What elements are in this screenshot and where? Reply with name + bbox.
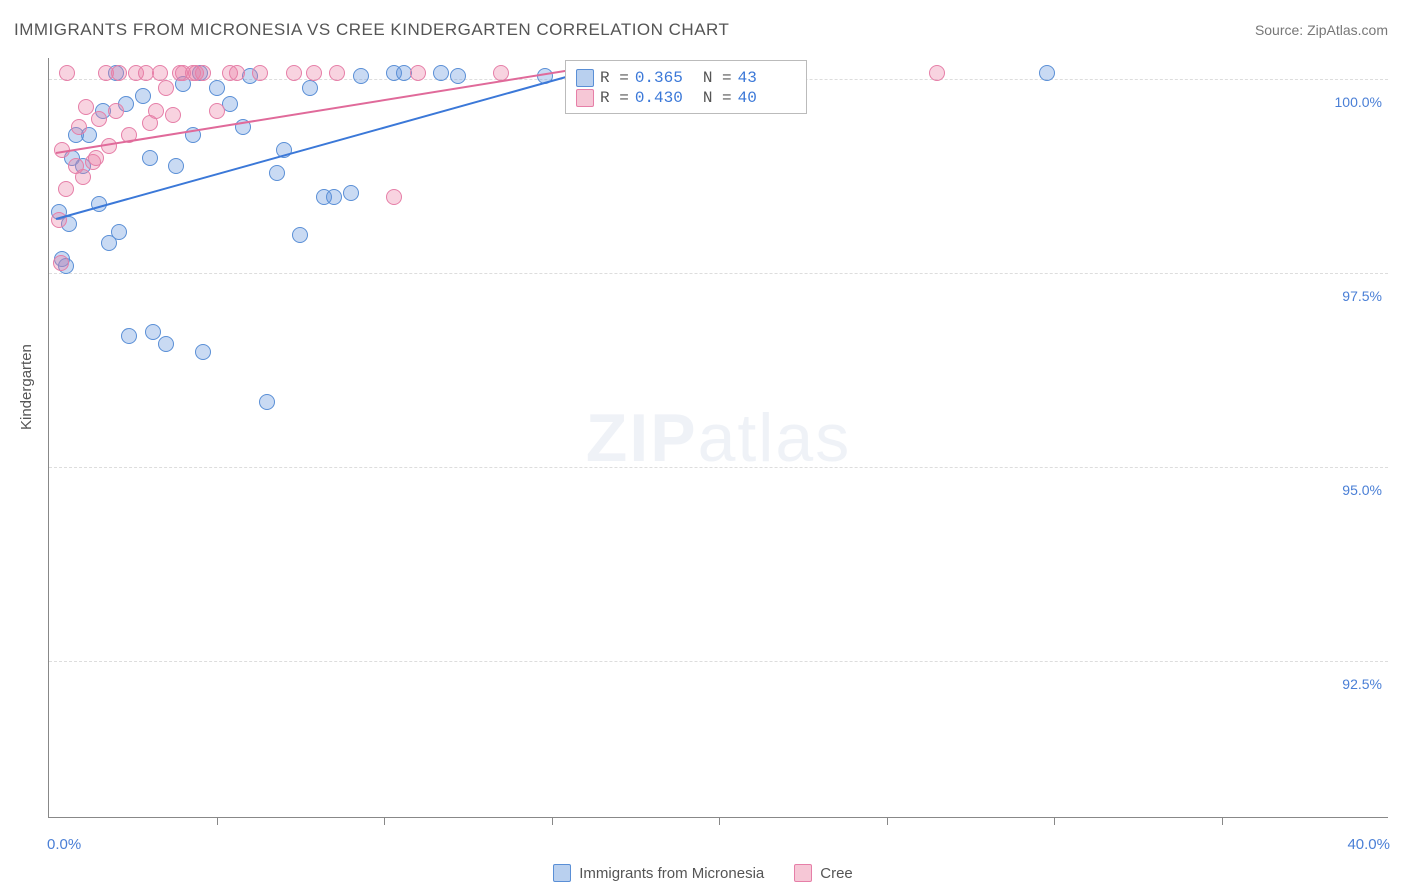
- legend-label-b: Cree: [820, 865, 853, 882]
- legend-swatch-a: [553, 864, 571, 882]
- scatter-point-a: [168, 158, 184, 174]
- legend-swatch-b: [794, 864, 812, 882]
- scatter-point-a: [433, 65, 449, 81]
- scatter-point-a: [121, 328, 137, 344]
- stats-r-prefix: R =: [600, 69, 629, 87]
- chart-title: IMMIGRANTS FROM MICRONESIA VS CREE KINDE…: [14, 20, 729, 40]
- scatter-point-a: [259, 394, 275, 410]
- scatter-point-b: [51, 212, 67, 228]
- x-label-min: 0.0%: [47, 836, 81, 853]
- x-tick: [887, 817, 888, 825]
- scatter-point-a: [135, 88, 151, 104]
- scatter-point-b: [286, 65, 302, 81]
- scatter-point-b: [209, 103, 225, 119]
- scatter-point-b: [195, 65, 211, 81]
- scatter-point-a: [145, 324, 161, 340]
- scatter-point-a: [353, 68, 369, 84]
- scatter-point-a: [1039, 65, 1055, 81]
- legend-item-series-a: Immigrants from Micronesia: [553, 864, 764, 882]
- scatter-point-a: [326, 189, 342, 205]
- watermark-atlas: atlas: [698, 400, 852, 476]
- scatter-point-a: [209, 80, 225, 96]
- stats-swatch-a: [576, 69, 594, 87]
- stats-r-prefix: R =: [600, 89, 629, 107]
- stats-box: R = 0.365 N = 43 R = 0.430 N = 40: [565, 60, 807, 114]
- scatter-point-b: [88, 150, 104, 166]
- x-label-max: 40.0%: [1347, 836, 1390, 853]
- y-tick-label: 92.5%: [1334, 676, 1382, 692]
- y-tick-label: 100.0%: [1327, 94, 1382, 110]
- x-tick: [552, 817, 553, 825]
- legend-item-series-b: Cree: [794, 864, 853, 882]
- scatter-point-a: [343, 185, 359, 201]
- scatter-point-b: [53, 255, 69, 271]
- x-tick: [384, 817, 385, 825]
- gridline-h: [49, 273, 1388, 274]
- x-tick: [719, 817, 720, 825]
- scatter-point-b: [386, 189, 402, 205]
- scatter-point-b: [59, 65, 75, 81]
- scatter-point-a: [195, 344, 211, 360]
- y-tick-label: 95.0%: [1334, 482, 1382, 498]
- stats-n-prefix: N =: [703, 89, 732, 107]
- y-axis-title: Kindergarten: [18, 344, 35, 430]
- scatter-point-b: [111, 65, 127, 81]
- scatter-point-b: [165, 107, 181, 123]
- scatter-point-b: [152, 65, 168, 81]
- scatter-point-b: [71, 119, 87, 135]
- scatter-point-b: [252, 65, 268, 81]
- scatter-point-b: [410, 65, 426, 81]
- source-value: ZipAtlas.com: [1307, 22, 1388, 38]
- source-label: Source:: [1255, 22, 1303, 38]
- stats-row-b: R = 0.430 N = 40: [576, 89, 792, 107]
- scatter-point-b: [148, 103, 164, 119]
- stats-n-value-a: 43: [738, 69, 792, 87]
- scatter-point-b: [306, 65, 322, 81]
- watermark-zip: ZIP: [586, 400, 698, 476]
- scatter-point-b: [78, 99, 94, 115]
- gridline-h: [49, 467, 1388, 468]
- scatter-point-a: [269, 165, 285, 181]
- gridline-h: [49, 661, 1388, 662]
- scatter-point-a: [302, 80, 318, 96]
- scatter-point-a: [111, 224, 127, 240]
- stats-swatch-b: [576, 89, 594, 107]
- scatter-point-b: [158, 80, 174, 96]
- scatter-point-b: [91, 111, 107, 127]
- stats-n-prefix: N =: [703, 69, 732, 87]
- y-tick-label: 97.5%: [1334, 288, 1382, 304]
- scatter-point-b: [58, 181, 74, 197]
- scatter-point-a: [450, 68, 466, 84]
- scatter-point-b: [108, 103, 124, 119]
- bottom-legend: Immigrants from Micronesia Cree: [0, 864, 1406, 882]
- scatter-point-a: [292, 227, 308, 243]
- x-tick: [1054, 817, 1055, 825]
- scatter-point-b: [493, 65, 509, 81]
- stats-row-a: R = 0.365 N = 43: [576, 69, 792, 87]
- x-tick: [1222, 817, 1223, 825]
- watermark: ZIPatlas: [586, 399, 851, 477]
- stats-n-value-b: 40: [738, 89, 792, 107]
- scatter-point-b: [329, 65, 345, 81]
- scatter-point-a: [142, 150, 158, 166]
- scatter-point-b: [929, 65, 945, 81]
- scatter-point-b: [229, 65, 245, 81]
- stats-r-value-a: 0.365: [635, 69, 689, 87]
- source-attribution: Source: ZipAtlas.com: [1255, 22, 1388, 38]
- stats-r-value-b: 0.430: [635, 89, 689, 107]
- legend-label-a: Immigrants from Micronesia: [579, 865, 764, 882]
- x-tick: [217, 817, 218, 825]
- scatter-point-a: [158, 336, 174, 352]
- scatter-point-b: [75, 169, 91, 185]
- scatter-plot-area: ZIPatlas 92.5%95.0%97.5%100.0%0.0%40.0%: [48, 58, 1388, 818]
